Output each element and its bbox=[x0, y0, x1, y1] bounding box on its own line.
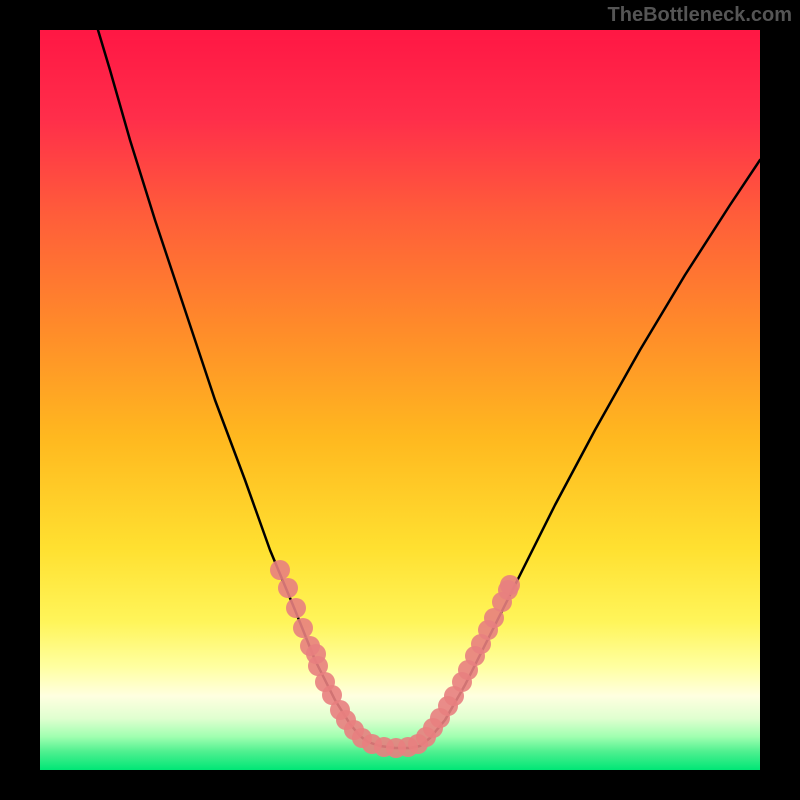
data-marker bbox=[286, 598, 306, 618]
data-marker bbox=[293, 618, 313, 638]
data-marker bbox=[270, 560, 290, 580]
curve-overlay bbox=[40, 30, 760, 770]
data-marker bbox=[306, 644, 326, 664]
bottleneck-curve bbox=[95, 30, 760, 748]
data-marker bbox=[500, 575, 520, 595]
data-marker bbox=[278, 578, 298, 598]
plot-area bbox=[40, 30, 760, 770]
data-markers bbox=[270, 560, 520, 758]
watermark-text: TheBottleneck.com bbox=[608, 4, 792, 27]
